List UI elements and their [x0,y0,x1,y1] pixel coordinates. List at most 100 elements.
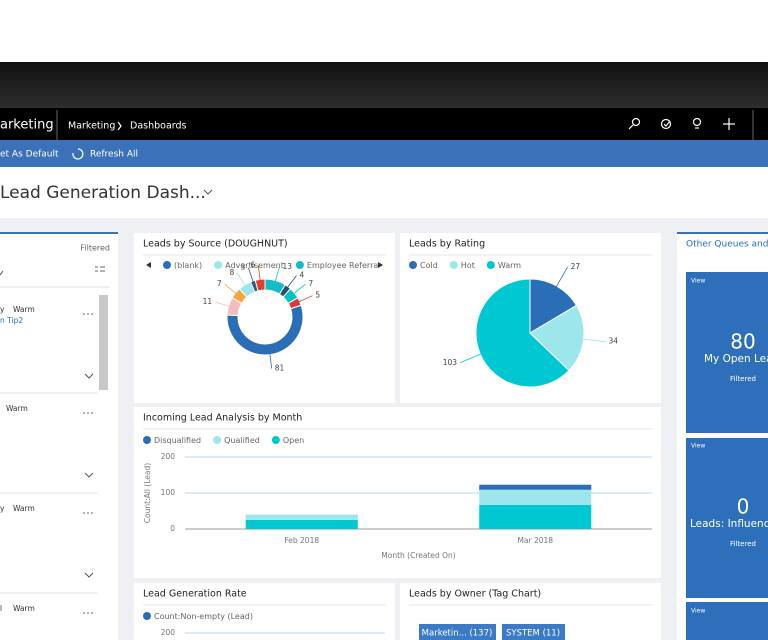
legend-swatch [143,436,151,444]
data-label: 8 [229,268,234,277]
view-icon[interactable] [95,266,105,272]
item-rating: Warm [13,604,35,613]
chart-title: Incoming Lead Analysis by Month [143,413,302,424]
leader-line [274,266,280,283]
legend-label: Hot [461,261,475,270]
tile-count: 0 [737,495,750,519]
idea-icon[interactable] [692,117,702,129]
legend-swatch [409,261,417,269]
item-prefix: l [0,604,2,613]
item-rating: Warm [13,305,35,314]
tile-filter: Filtered [730,375,756,383]
bar-segment [479,504,592,529]
legend-swatch [449,261,458,269]
new-icon[interactable] [723,118,735,130]
bar-segment [245,514,358,520]
data-label: 11 [203,297,213,306]
tile-filter: Filtered [730,540,756,548]
tag[interactable] [502,624,565,640]
data-label: 3 [241,263,246,272]
legend-label: Qualified [224,436,260,445]
chart-title: Leads by Owner (Tag Chart) [409,589,541,600]
legend-label: Warm [498,261,521,270]
y-tick-label: 100 [161,488,176,497]
item-rating: Warm [13,504,35,513]
leader-line [555,266,568,288]
data-label: 5 [315,291,320,300]
legend-label: (blank) [174,261,202,270]
item-prefix: y [0,305,5,314]
slice [287,297,302,310]
data-label: 4 [299,271,304,280]
command-bar [0,140,768,167]
nav-bar [0,108,768,140]
bar-segment [479,489,592,505]
legend-swatch [213,436,222,444]
expand-icons[interactable] [84,373,94,578]
task-icon[interactable] [660,118,672,130]
data-label: 13 [282,262,292,271]
legend-swatch [143,612,151,620]
item-prefix: y [0,504,5,513]
search-icon[interactable] [628,117,641,130]
app-name[interactable]: arketing [0,118,54,133]
breadcrumb-chevron [117,121,122,131]
x-tick-label: Mar 2018 [517,536,553,545]
legend-label: Count:Non-empty (Lead) [154,612,253,621]
legend-swatch [295,261,304,269]
legend-label: Employee Referra [307,261,378,270]
legend-prev[interactable] [146,262,151,268]
chart-title: Leads by Rating [409,239,485,250]
breadcrumb[interactable]: Marketing [68,121,115,132]
tile-action[interactable]: View [691,608,705,615]
legend-swatch [163,261,171,269]
tile-action[interactable]: View [691,443,705,450]
tile-action[interactable]: View [691,278,705,285]
leader-line [236,272,247,287]
x-tick-label: Feb 2018 [284,536,319,545]
leader-line [224,283,238,295]
data-label: 7 [217,279,222,288]
dashboard-chevron[interactable] [203,189,213,195]
dashboard-title[interactable]: Lead Generation Dash... [0,183,206,203]
item-link[interactable]: n Tip2 [0,316,23,325]
data-label: 103 [443,358,458,367]
stream-panel [0,233,118,640]
tile-label: Leads: Influence [690,518,768,530]
more-icons[interactable] [83,313,93,614]
refresh-button[interactable]: Refresh All [90,150,138,160]
leader-line [248,267,254,284]
legend-label: Open [283,436,304,445]
bar-segment [479,484,592,490]
data-label: 7 [308,279,313,288]
legend-next[interactable] [378,262,383,268]
card-rules [143,254,652,606]
refresh-icon [72,148,84,160]
leader-line [292,283,306,295]
leader-line [286,275,297,289]
data-label: 34 [608,337,618,346]
tag[interactable] [419,624,496,640]
tag-label[interactable]: SYSTEM (11) [506,629,560,639]
legend-label: Cold [420,261,438,270]
tag-label[interactable]: Marketin... (137) [422,629,493,639]
top-blank [0,0,768,62]
tile[interactable] [686,438,768,598]
tile[interactable] [686,272,768,433]
y-axis-label: Count:All (Lead) [143,463,152,523]
legend-label: Disqualified [154,436,201,445]
set-default-button[interactable]: et As Default [0,150,59,160]
data-label: 27 [571,262,581,271]
panel-title: Other Queues and [686,240,768,250]
scrollbar[interactable] [99,295,108,390]
tile[interactable] [686,602,768,640]
data-label: 6 [250,260,255,269]
breadcrumb[interactable]: Dashboards [130,121,187,132]
leader-line [297,295,313,303]
chart-title: Leads by Source (DOUGHNUT) [143,239,288,250]
leader-line [581,338,606,343]
y-tick-label: 200 [161,452,176,461]
leader-line [459,352,483,364]
